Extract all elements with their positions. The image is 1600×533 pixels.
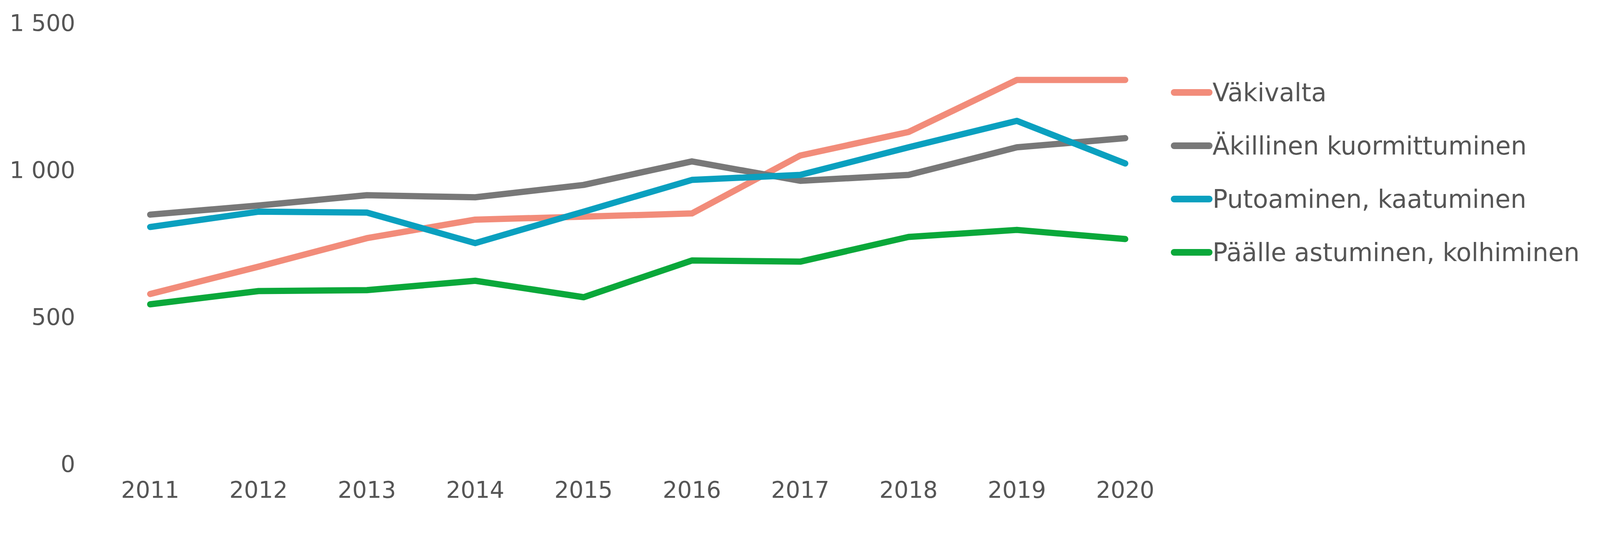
svg-text:2019: 2019 <box>987 476 1047 504</box>
svg-text:0: 0 <box>60 450 76 478</box>
svg-text:2011: 2011 <box>121 476 180 504</box>
html-text:Väkivalta: Väkivalta <box>1212 77 1327 108</box>
svg-text:2013: 2013 <box>337 476 397 504</box>
svg-text:2016: 2016 <box>662 476 722 504</box>
html-text:Päälle astuminen, kolhiminen: Päälle astuminen, kolhiminen <box>1212 237 1580 268</box>
svg-text:1 000: 1 000 <box>9 156 75 184</box>
svg-text:2012: 2012 <box>229 476 288 504</box>
svg-text:2015: 2015 <box>554 476 613 504</box>
svg-text:2020: 2020 <box>1096 476 1155 504</box>
html-text:Äkillinen kuormittuminen: Äkillinen kuormittuminen <box>1212 131 1527 161</box>
svg-text:2018: 2018 <box>879 476 938 504</box>
html-text:Putoaminen, kaatuminen: Putoaminen, kaatuminen <box>1212 184 1527 214</box>
svg-text:500: 500 <box>31 303 76 331</box>
svg-text:1 500: 1 500 <box>9 9 75 37</box>
svg-text:2014: 2014 <box>446 476 505 504</box>
svg-text:2017: 2017 <box>771 476 830 504</box>
